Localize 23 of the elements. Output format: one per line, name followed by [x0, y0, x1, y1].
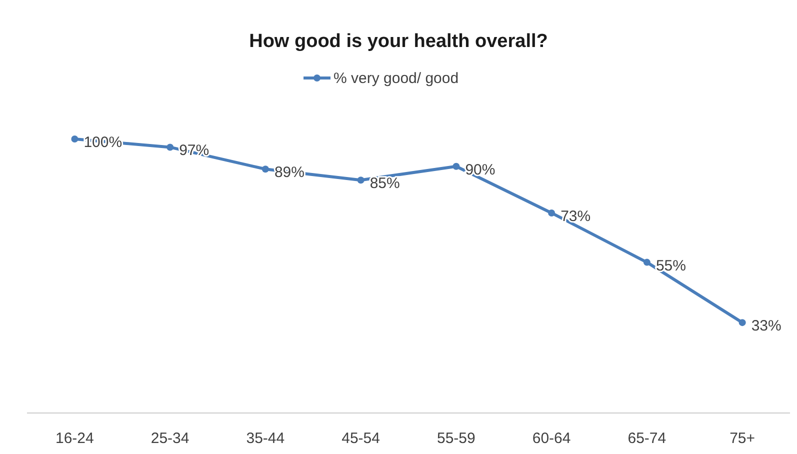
point [548, 209, 556, 216]
point [643, 258, 650, 266]
x-tick-label: 16-24 [56, 430, 94, 447]
point [166, 144, 174, 151]
data-label: 55% [656, 257, 686, 274]
x-tick-label: 55-59 [437, 430, 476, 447]
point [452, 162, 460, 170]
x-tick-label: 65-74 [628, 430, 666, 447]
data-label: 33% [751, 318, 782, 335]
point [738, 319, 746, 326]
point [71, 136, 78, 142]
point [262, 166, 269, 173]
x-tick-label: 45-54 [342, 430, 380, 447]
x-tick-label: 60-64 [532, 430, 571, 447]
point [357, 176, 364, 184]
x-tick-label: 25-34 [150, 430, 190, 447]
x-tick-label: 35-44 [246, 430, 285, 447]
x-tick-label: 75+ [730, 430, 756, 447]
legend-label: % very good/ good [334, 70, 459, 87]
data-label: 85% [370, 175, 400, 192]
data-label: 73% [560, 208, 591, 225]
chart-title: How good is your health overall? [249, 31, 548, 52]
data-label: 90% [465, 161, 496, 178]
